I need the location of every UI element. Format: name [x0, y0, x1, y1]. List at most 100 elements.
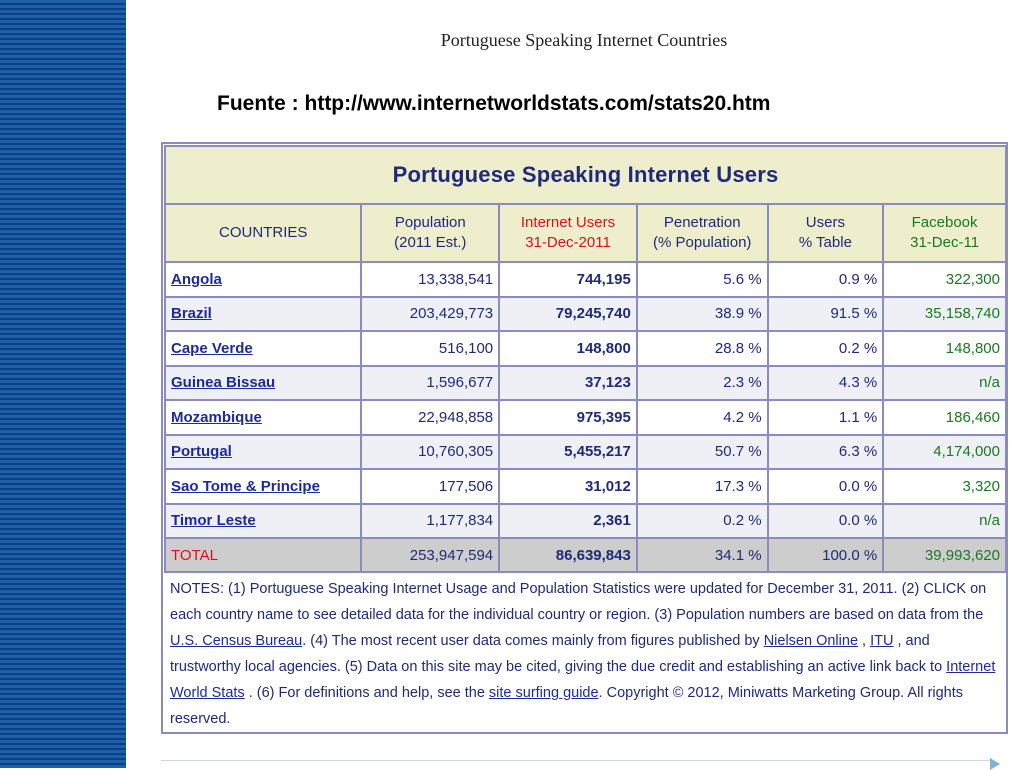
facebook-cell: 4,174,000: [882, 433, 1007, 470]
penetration-cell: 38.9 %: [635, 295, 769, 332]
footer-divider: [161, 760, 991, 769]
stats-table: Portuguese Speaking Internet Users COUNT…: [163, 145, 1007, 573]
table-title: Portuguese Speaking Internet Users: [164, 145, 1007, 205]
penetration-cell: 2.3 %: [635, 364, 769, 401]
country-link[interactable]: Guinea Bissau: [171, 374, 276, 392]
stats-panel: Portuguese Speaking Internet Users COUNT…: [161, 142, 1008, 734]
header-facebook: Facebook 31-Dec-11: [882, 203, 1007, 263]
notes-text: . Copyright © 2012, Miniwatts Marketing …: [170, 685, 964, 727]
internet-users-cell: 31,012: [498, 468, 638, 505]
facebook-cell: 186,460: [882, 399, 1007, 436]
country-cell: Brazil: [163, 295, 363, 332]
internet-users-cell: 975,395: [498, 399, 638, 436]
users-pct-cell: 4.3 %: [766, 364, 885, 401]
country-cell: Angola: [163, 261, 363, 298]
total-label: TOTAL: [163, 537, 363, 573]
table-header-row: COUNTRIES Population (2011 Est.) Internet…: [163, 203, 1007, 263]
country-cell: Portugal: [163, 433, 363, 470]
internet-users-cell: 5,455,217: [498, 433, 638, 470]
internet-users-cell: 37,123: [498, 364, 638, 401]
penetration-cell: 0.2 %: [635, 502, 769, 539]
notes-paragraph: NOTES: (1) Portuguese Speaking Internet …: [170, 576, 1003, 732]
facebook-cell: 322,300: [882, 261, 1007, 298]
population-cell: 22,948,858: [360, 399, 501, 436]
country-cell: Sao Tome & Principe: [163, 468, 363, 505]
table-body: Angola 13,338,541 744,195 5.6 % 0.9 % 322,300…: [163, 261, 1007, 539]
header-internet-users: Internet Users 31-Dec-2011: [498, 203, 638, 263]
itu-link[interactable]: ITU: [870, 633, 894, 649]
table-row: Guinea Bissau 1,596,677 37,123 2.3 % 4.3 % n/…: [163, 364, 1007, 401]
penetration-cell: 5.6 %: [635, 261, 769, 298]
total-population: 253,947,594: [360, 537, 501, 573]
source-reference: Fuente : http://www.internetworldstats.c…: [217, 92, 771, 115]
population-cell: 1,596,677: [360, 364, 501, 401]
country-cell: Guinea Bissau: [163, 364, 363, 401]
country-link[interactable]: Portugal: [171, 443, 232, 461]
notes-text: ,: [858, 633, 871, 649]
notes-text: . (6) For definitions and help, see the: [244, 685, 489, 701]
table-title-row: Portuguese Speaking Internet Users: [164, 145, 1007, 205]
penetration-cell: 17.3 %: [635, 468, 769, 505]
population-cell: 203,429,773: [360, 295, 501, 332]
country-link[interactable]: Mozambique: [171, 408, 262, 426]
table-row: Cape Verde 516,100 148,800 28.8 % 0.2 % 148,8…: [163, 330, 1007, 367]
table-row: Brazil 203,429,773 79,245,740 38.9 % 91.5 % 3…: [163, 295, 1007, 332]
page-heading: Portuguese Speaking Internet Countries: [440, 30, 728, 50]
population-cell: 10,760,305: [360, 433, 501, 470]
notes-text: , and trustworthy local agencies. (5) Da…: [170, 633, 947, 675]
country-link[interactable]: Angola: [171, 270, 222, 288]
country-link[interactable]: Cape Verde: [171, 339, 253, 357]
users-pct-cell: 0.2 %: [766, 330, 885, 367]
table-row: Mozambique 22,948,858 975,395 4.2 % 1.1 % 186…: [163, 399, 1007, 436]
census-bureau-link[interactable]: U.S. Census Bureau: [170, 633, 303, 649]
internet-users-cell: 148,800: [498, 330, 638, 367]
header-penetration: Penetration (% Population): [635, 203, 769, 263]
table-row: Timor Leste 1,177,834 2,361 0.2 % 0.0 % n/a: [163, 502, 1007, 539]
internet-users-cell: 79,245,740: [498, 295, 638, 332]
population-cell: 13,338,541: [360, 261, 501, 298]
total-users-pct: 100.0 %: [766, 537, 885, 573]
penetration-cell: 4.2 %: [635, 399, 769, 436]
facebook-cell: n/a: [882, 364, 1007, 401]
decorative-stripe-sidebar: [0, 0, 126, 768]
play-icon[interactable]: [990, 758, 1000, 770]
table-row: Portugal 10,760,305 5,455,217 50.7 % 6.3 % 4,…: [163, 433, 1007, 470]
table-row: Sao Tome & Principe 177,506 31,012 17.3 % 0.…: [163, 468, 1007, 505]
users-pct-cell: 1.1 %: [766, 399, 885, 436]
site-surfing-guide-link[interactable]: site surfing guide: [488, 685, 599, 701]
internet-users-cell: 2,361: [498, 502, 638, 539]
facebook-cell: 3,320: [882, 468, 1007, 505]
internet-world-stats-link[interactable]: Internet World Stats: [170, 659, 996, 701]
total-penetration: 34.1 %: [635, 537, 769, 573]
users-pct-cell: 6.3 %: [766, 433, 885, 470]
header-countries: COUNTRIES: [163, 203, 363, 263]
total-facebook: 39,993,620: [882, 537, 1007, 573]
internet-users-cell: 744,195: [498, 261, 638, 298]
population-cell: 1,177,834: [360, 502, 501, 539]
country-link[interactable]: Timor Leste: [171, 512, 256, 530]
penetration-cell: 28.8 %: [635, 330, 769, 367]
penetration-cell: 50.7 %: [635, 433, 769, 470]
users-pct-cell: 0.0 %: [766, 468, 885, 505]
total-internet-users: 86,639,843: [498, 537, 638, 573]
users-pct-cell: 0.0 %: [766, 502, 885, 539]
users-pct-cell: 0.9 %: [766, 261, 885, 298]
country-cell: Cape Verde: [163, 330, 363, 367]
users-pct-cell: 91.5 %: [766, 295, 885, 332]
country-cell: Timor Leste: [163, 502, 363, 539]
population-cell: 177,506: [360, 468, 501, 505]
table-row: Angola 13,338,541 744,195 5.6 % 0.9 % 322,300: [163, 261, 1007, 298]
notes-text: . (4) The most recent user data comes ma…: [302, 633, 764, 649]
nielsen-online-link[interactable]: Nielsen Online: [763, 633, 859, 649]
facebook-cell: n/a: [882, 502, 1007, 539]
country-link[interactable]: Brazil: [171, 305, 212, 323]
facebook-cell: 35,158,740: [882, 295, 1007, 332]
facebook-cell: 148,800: [882, 330, 1007, 367]
table-total-row: TOTAL 253,947,594 86,639,843 34.1 % 100.…: [163, 537, 1007, 573]
country-link[interactable]: Sao Tome & Principe: [171, 477, 320, 495]
country-cell: Mozambique: [163, 399, 363, 436]
header-users-pct: Users% Table: [766, 203, 885, 263]
header-population: Population (2011 Est.): [360, 203, 501, 263]
notes-text: NOTES: (1) Portuguese Speaking Internet …: [170, 581, 987, 623]
population-cell: 516,100: [360, 330, 501, 367]
